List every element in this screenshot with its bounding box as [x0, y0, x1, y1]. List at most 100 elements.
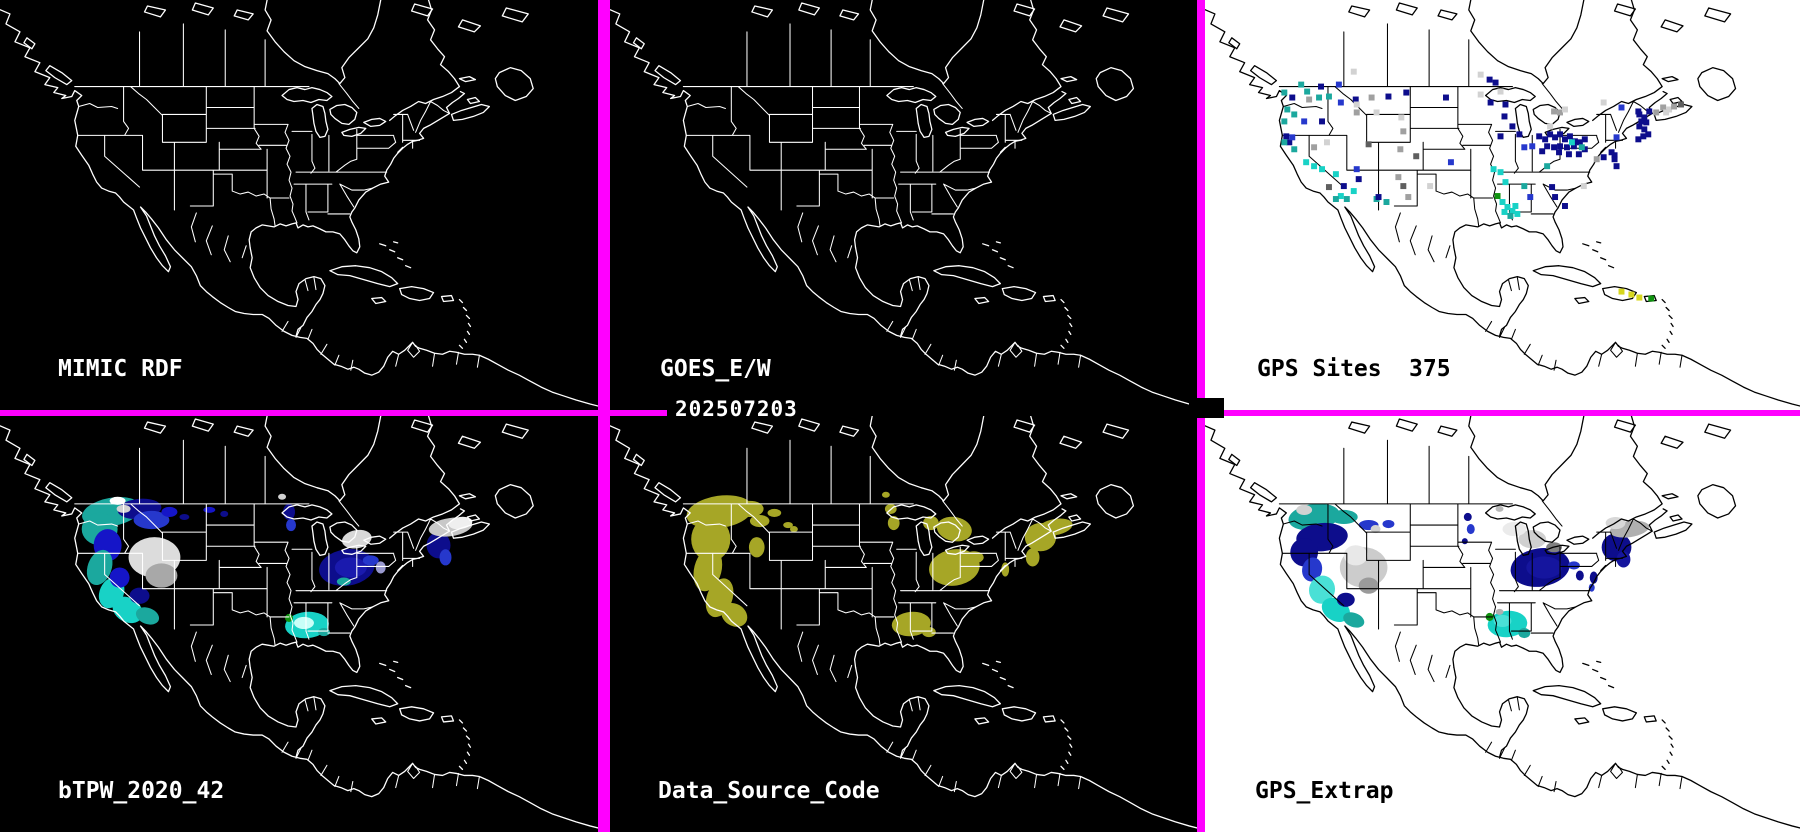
- gps-site-dot: [1375, 194, 1382, 201]
- gps-site-dot: [1562, 203, 1568, 209]
- btpw-data-blob: [342, 529, 372, 549]
- gps-site-dot: [1447, 159, 1454, 166]
- gps_extrap-data-blob: [1575, 570, 1584, 581]
- gps-site-dot: [1337, 99, 1344, 106]
- gps-site-dot: [1568, 139, 1575, 146]
- gps-site-dot: [1600, 99, 1607, 106]
- gps_extrap-data-blob: [1466, 524, 1475, 535]
- gps-site-dot: [1512, 203, 1519, 209]
- gps-site-dot: [1557, 131, 1563, 138]
- gps-site-dot: [1385, 93, 1392, 100]
- gps-site-dot: [1335, 81, 1342, 88]
- btpw-data-blob: [203, 506, 216, 513]
- panel-gps-extrap: GPS_Extrap: [1205, 416, 1800, 832]
- gps-extrap-map: [1205, 416, 1800, 830]
- gps-site-dot: [1304, 88, 1311, 95]
- gps-site-dot: [1337, 193, 1344, 200]
- gps-site-dot: [1504, 204, 1511, 210]
- gps-site-dot: [1289, 134, 1296, 141]
- mimic-rdf-label: MIMIC RDF: [58, 356, 183, 382]
- gps_extrap-data-blob: [1358, 577, 1379, 594]
- gps-site-dot: [1576, 139, 1583, 146]
- gps-site-dot: [1514, 210, 1521, 217]
- dsc-data-blob: [790, 526, 798, 533]
- gps-site-dot: [1641, 114, 1648, 121]
- gps-site-dot: [1581, 136, 1588, 143]
- dsc-data-blob: [721, 602, 748, 627]
- gps-site-dot: [1635, 108, 1642, 115]
- gps-site-dot: [1502, 179, 1509, 186]
- gps-site-dot: [1521, 183, 1528, 190]
- gps_extrap-data-blob: [1343, 545, 1368, 566]
- gps-site-dot: [1547, 131, 1554, 138]
- data-source-code-map: [610, 416, 1197, 830]
- gps-site-dot: [1298, 81, 1305, 88]
- gps-site-dot: [1636, 294, 1643, 301]
- gps-site-dot: [1324, 139, 1330, 146]
- gps-site-dot: [1477, 71, 1484, 78]
- gps-site-dot: [1350, 68, 1357, 75]
- gps-site-dot: [1562, 136, 1568, 143]
- gps_extrap-data-blob: [1461, 538, 1468, 545]
- gps-site-dot: [1618, 104, 1625, 111]
- gps-sites-count: 375: [1409, 356, 1451, 382]
- btpw-data-blob: [129, 587, 150, 604]
- gps_extrap-data-blob: [1616, 551, 1631, 568]
- gps-site-dot: [1284, 106, 1291, 113]
- btpw-data-blob: [133, 510, 170, 530]
- dsc-data-blob: [1025, 548, 1040, 567]
- gps-site-dot: [1289, 94, 1296, 101]
- gps-site-dot: [1490, 166, 1497, 173]
- gps-site-dot: [1306, 96, 1313, 103]
- gps-site-dot: [1645, 131, 1652, 138]
- gps-site-dot: [1575, 151, 1582, 158]
- gps-site-dot: [1593, 156, 1600, 163]
- gps_extrap-data-blob: [1370, 525, 1381, 534]
- gps_extrap-data-blob: [1309, 575, 1336, 604]
- gps-extrap-label: GPS_Extrap: [1255, 778, 1394, 804]
- btpw-data-blob: [294, 616, 314, 630]
- gps-site-dot: [1497, 169, 1504, 176]
- dsc-data-blob: [964, 551, 984, 564]
- gps-site-dot: [1613, 134, 1620, 141]
- btpw-data-blob: [278, 493, 287, 500]
- gps-site-dot: [1405, 194, 1412, 201]
- divider-junction-box: [1189, 398, 1224, 418]
- goes-ew-map: [610, 0, 1197, 408]
- gps-site-dot: [1580, 183, 1587, 190]
- btpw-data-blob: [375, 561, 386, 574]
- gps-site-dot: [1507, 212, 1514, 219]
- gps-site-dot: [1325, 93, 1332, 100]
- gps-site-dot: [1353, 109, 1360, 116]
- gps_extrap-data-blob: [1518, 628, 1531, 639]
- gps-site-dot: [1516, 131, 1523, 138]
- gps-site-dot: [1551, 108, 1558, 115]
- gps-sites-label: GPS Sites: [1257, 356, 1382, 382]
- gps-site-dot: [1281, 139, 1288, 146]
- btpw-data-blob: [145, 563, 178, 588]
- mimic-rdf-map: [0, 0, 598, 408]
- gps-site-dot: [1319, 166, 1325, 173]
- gps-site-dot: [1316, 94, 1323, 101]
- gps-site-dot: [1566, 133, 1573, 140]
- dsc-data-blob: [1037, 518, 1073, 536]
- gps-site-dot: [1544, 143, 1551, 150]
- dsc-data-blob: [767, 508, 782, 517]
- gps-site-dot: [1398, 114, 1405, 121]
- panel-goes-ew: GOES_E/W: [610, 0, 1197, 410]
- gps-site-dot: [1477, 91, 1484, 98]
- gps-site-dot: [1549, 184, 1556, 191]
- gps-site-dot: [1529, 143, 1536, 150]
- gps-site-dot: [1663, 109, 1670, 116]
- gps-site-dot: [1486, 76, 1493, 83]
- gps-sites-map: [1205, 0, 1800, 408]
- gps-site-dot: [1641, 126, 1648, 133]
- gps_extrap-data-blob: [1518, 530, 1547, 549]
- gps-site-dot: [1368, 94, 1375, 101]
- gps-site-dot: [1581, 146, 1588, 153]
- gps-site-dot: [1562, 106, 1568, 113]
- gps-site-dot: [1678, 101, 1684, 108]
- gps_extrap-data-blob: [1302, 557, 1323, 582]
- gps-site-dot: [1353, 166, 1360, 173]
- gps-site-dot: [1502, 101, 1509, 108]
